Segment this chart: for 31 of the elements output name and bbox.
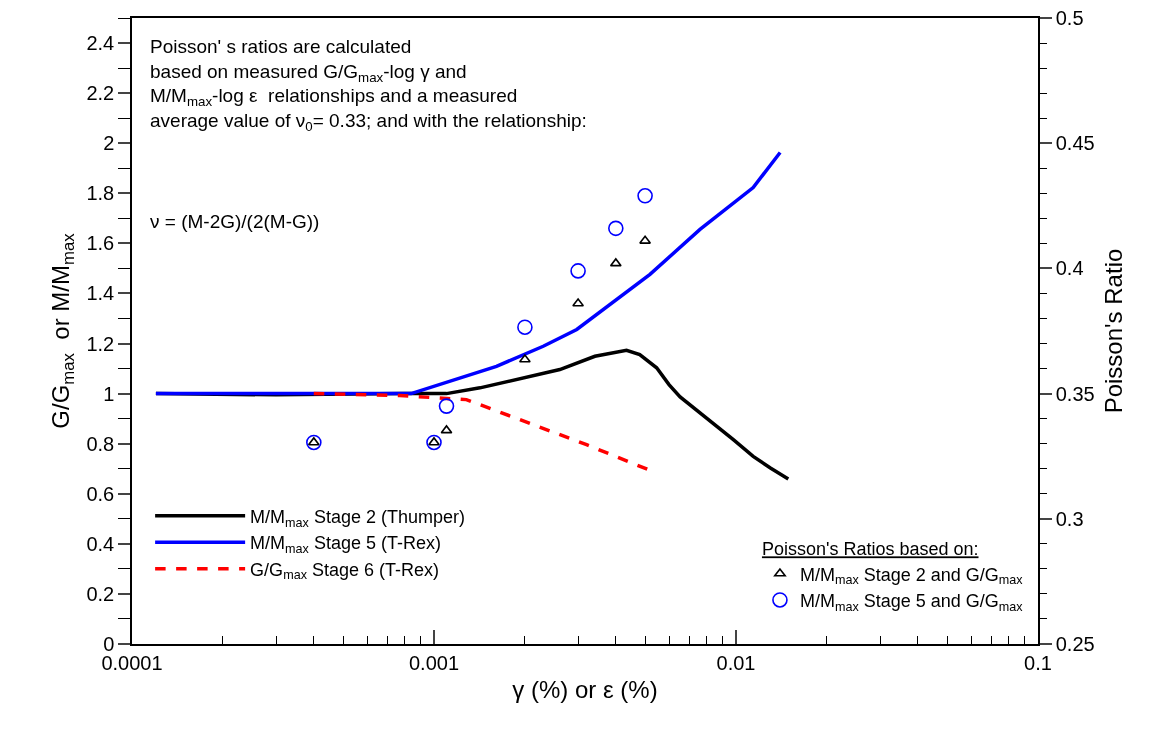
x-tick-label: 0.01 <box>716 651 756 674</box>
y-tick-label: 1.4 <box>86 282 115 305</box>
y-tick-label: 1.6 <box>86 232 115 255</box>
legend-label: M/M$_{max}$ Stage 5 (T-Rex) <box>250 533 441 557</box>
y-tick-label: 0.4 <box>86 532 115 555</box>
y-tick-label: 1.2 <box>86 332 115 355</box>
y2-tick-label: 0.4 <box>1055 257 1084 280</box>
legend-label: M/M$_{max}$ Stage 5 and G/G$_{max}$ <box>799 590 1024 614</box>
x-tick-label: 0.001 <box>408 651 460 674</box>
y-tick-label: 1.8 <box>86 182 115 205</box>
y-tick-label: 1 <box>103 382 115 405</box>
legend-label: G/G$_{max}$ Stage 6 (T-Rex) <box>250 559 439 583</box>
x-axis-title: γ (%) or ε (%) <box>512 675 658 703</box>
y-tick-label: 0.6 <box>86 482 115 505</box>
y-tick-label: 0.2 <box>86 582 115 605</box>
annotation: ν = (M-2G)/(2(M-G)) <box>150 211 320 232</box>
y2-tick-label: 0.3 <box>1055 507 1084 530</box>
y-tick-label: 2.2 <box>86 82 115 105</box>
y2-tick-label: 0.35 <box>1055 382 1095 405</box>
text: Poisson' s ratios are calculated based on measured G/G$_{max}$-log γ and M/M$_{max}$-log ε relationships and a measured average value of ν$_{0}$= 0.33; and with the relationship: <box>150 36 587 135</box>
legend-label: M/M$_{max}$ Stage 2 (Thumper) <box>250 506 465 530</box>
y2-tick-label: 0.45 <box>1055 132 1095 155</box>
legend-title: Poisson's Ratios based on: <box>761 539 979 560</box>
y2-tick-label: 0.25 <box>1055 633 1095 655</box>
y2-tick-label: 0.5 <box>1055 7 1084 29</box>
y-tick-label: 2 <box>103 132 115 155</box>
x-tick-label: 0.1 <box>1024 651 1052 674</box>
legend-label: M/M$_{max}$ Stage 2 and G/G$_{max}$ <box>799 564 1024 588</box>
y-tick-label: 0.8 <box>86 432 115 455</box>
y2-axis-title: Poisson's Ratio <box>1100 248 1128 414</box>
y-tick-label: 2.4 <box>86 32 115 55</box>
